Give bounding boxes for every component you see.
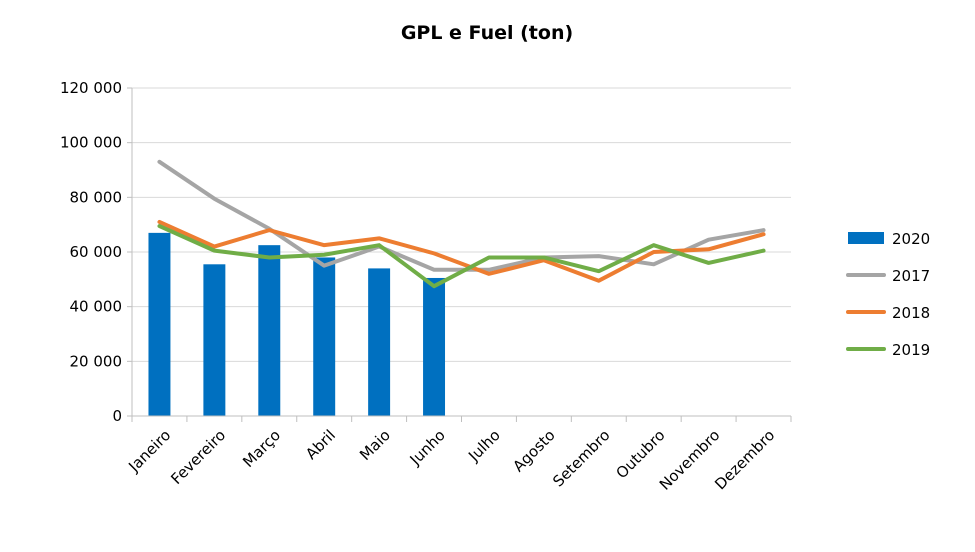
y-tick-label: 60 000 <box>70 243 123 261</box>
y-tick-label: 20 000 <box>70 352 123 370</box>
legend-label-2020: 2020 <box>892 230 930 248</box>
bar-series-group <box>148 232 446 416</box>
bar-2020-3 <box>313 257 336 416</box>
line-series-2018 <box>157 219 766 283</box>
x-tick-label: Dezembro <box>711 426 778 493</box>
bar-2020-4 <box>368 268 391 416</box>
legend-label-2018: 2018 <box>892 304 930 322</box>
y-tick-label: 0 <box>112 407 122 425</box>
bar-2020-2 <box>258 245 281 416</box>
legend-label-2019: 2019 <box>892 341 930 359</box>
x-tick-label: Outubro <box>612 426 668 482</box>
x-tick-label: Agosto <box>509 426 558 475</box>
y-axis-tick-labels: 0 20 000 40 000 60 000 80 000 100 000 120 000 <box>60 79 122 425</box>
bar-2020-0 <box>148 232 171 416</box>
y-tick-label: 120 000 <box>60 79 122 97</box>
axes <box>127 87 792 422</box>
line-series-group <box>157 159 766 289</box>
gridlines <box>132 87 791 362</box>
bar-2020-1 <box>203 264 226 416</box>
line-series-2019 <box>157 224 766 289</box>
y-tick-label: 80 000 <box>70 188 123 206</box>
y-tick-label: 100 000 <box>60 134 122 152</box>
legend-swatch-2020 <box>848 232 884 244</box>
x-tick-label: Maio <box>356 426 394 464</box>
x-tick-label: Março <box>239 426 284 471</box>
y-tick-label: 40 000 <box>70 298 123 316</box>
x-tick-label: Setembro <box>549 426 613 490</box>
legend-label-2017: 2017 <box>892 267 930 285</box>
x-tick-label: Abril <box>302 426 339 463</box>
x-tick-label: Janeiro <box>124 426 174 476</box>
legend: 2020 2017 2018 2019 <box>846 230 930 359</box>
chart-title: GPL e Fuel (ton) <box>401 22 573 44</box>
x-tick-label: Julho <box>464 426 503 465</box>
x-tick-label: Junho <box>406 426 449 469</box>
bar-2020-5 <box>423 277 446 416</box>
x-tick-label: Fevereiro <box>167 426 229 488</box>
